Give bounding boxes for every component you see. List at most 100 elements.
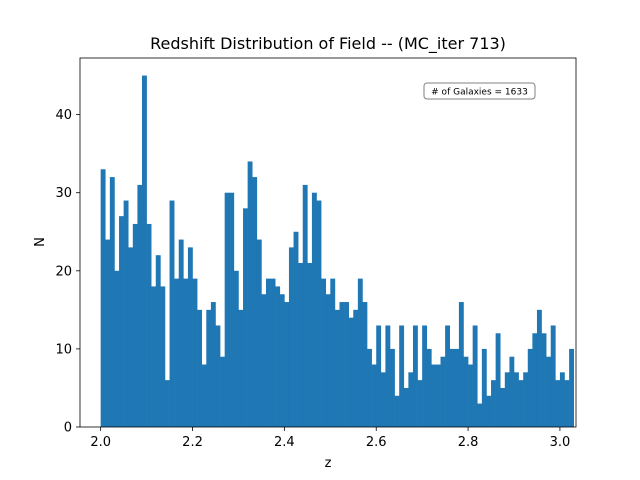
histogram-bar: [454, 348, 460, 427]
histogram-bar: [178, 239, 184, 427]
histogram-bar: [224, 192, 230, 427]
annotation-text: # of Galaxies = 1633: [431, 88, 528, 98]
histogram-bar: [536, 309, 542, 427]
histogram-bar: [463, 356, 469, 427]
x-tick-label: 2.2: [182, 435, 203, 450]
histogram-bar: [523, 372, 529, 427]
histogram-bar: [514, 372, 519, 427]
histogram-bar: [509, 356, 515, 427]
histogram-bar: [105, 239, 111, 427]
histogram-bar: [325, 294, 331, 427]
histogram-bar: [229, 192, 235, 427]
histogram-bar: [417, 380, 423, 427]
histogram-bar: [339, 302, 345, 427]
histogram-bar: [164, 380, 170, 427]
histogram-bar: [440, 356, 446, 427]
chart-title: Redshift Distribution of Field -- (MC_it…: [150, 34, 506, 54]
y-tick-label: 0: [64, 421, 72, 436]
histogram-bar: [472, 325, 478, 427]
histogram-bar: [500, 387, 506, 427]
histogram-bar: [491, 380, 496, 427]
histogram-bar: [403, 387, 409, 427]
histogram-bar: [142, 75, 147, 428]
histogram-bar: [266, 278, 271, 427]
histogram-bar: [445, 325, 451, 427]
histogram-bar: [555, 380, 561, 427]
histogram-bar: [344, 302, 349, 427]
histogram-bar: [550, 325, 556, 427]
histogram-bar: [233, 270, 239, 427]
histogram-bar: [376, 325, 382, 427]
y-axis-ticks: 0 10 20 30 40: [55, 108, 80, 436]
histogram-bar: [468, 364, 473, 427]
histogram-bar: [527, 348, 533, 427]
histogram-bar: [192, 278, 198, 427]
histogram-bar: [316, 200, 322, 427]
y-tick-label: 20: [55, 264, 72, 279]
histogram-bar: [128, 247, 134, 427]
histogram-bar: [256, 239, 262, 427]
y-axis-label: N: [33, 237, 48, 247]
x-tick-label: 2.6: [366, 435, 387, 450]
histogram-bar: [449, 348, 455, 427]
histogram-bar: [100, 169, 106, 428]
histogram-bar: [367, 348, 372, 427]
histogram-bar: [183, 278, 189, 427]
histogram-bar: [330, 278, 336, 427]
histogram-bar: [385, 325, 391, 427]
bars-group: [100, 75, 575, 428]
histogram-bar: [390, 348, 395, 427]
histogram-bar: [334, 309, 340, 427]
histogram-bar: [559, 372, 565, 427]
histogram-bar: [481, 348, 487, 427]
histogram-bar: [284, 302, 290, 427]
histogram-bar: [261, 294, 267, 427]
histogram-bar: [279, 294, 285, 427]
histogram-bar: [109, 177, 115, 427]
histogram-bar: [270, 278, 276, 427]
histogram-bar: [353, 309, 359, 427]
histogram-bar: [426, 348, 432, 427]
y-tick-label: 40: [55, 108, 72, 123]
histogram-bar: [458, 302, 464, 427]
histogram-bar: [220, 356, 225, 427]
histogram-bar: [275, 286, 281, 427]
x-tick-label: 2.4: [274, 435, 295, 450]
histogram-bar: [302, 184, 308, 427]
histogram-bar: [311, 192, 317, 427]
histogram-bar: [114, 270, 120, 427]
x-tick-label: 2.8: [458, 435, 479, 450]
histogram-bar: [169, 200, 175, 427]
histogram-bar: [155, 255, 161, 427]
histogram-bar: [160, 286, 166, 427]
x-tick-label: 3.0: [550, 435, 571, 450]
y-tick-label: 30: [55, 186, 72, 201]
histogram-bar: [247, 161, 253, 427]
histogram-bar: [210, 302, 216, 427]
histogram-bar: [206, 309, 212, 427]
x-axis-ticks: 2.0 2.2 2.4 2.6 2.8 3.0: [90, 427, 570, 450]
histogram-bar: [243, 208, 248, 427]
histogram-bar: [146, 223, 152, 427]
histogram-bar: [362, 302, 368, 427]
histogram-bar: [380, 372, 386, 427]
histogram-bar: [321, 278, 327, 427]
histogram-bar: [298, 263, 304, 427]
histogram-bar: [564, 380, 570, 427]
plot-frame: [79, 57, 577, 428]
histogram-bar: [412, 325, 418, 427]
histogram-bar: [435, 364, 441, 427]
histogram-bar: [569, 348, 575, 427]
histogram-bar: [408, 372, 414, 427]
galaxy-count-annotation: # of Galaxies = 1633: [423, 82, 536, 100]
histogram-bar: [132, 223, 138, 427]
histogram-bar: [394, 395, 400, 427]
histogram-bar: [252, 177, 258, 427]
y-tick-label: 10: [55, 342, 72, 357]
histogram-bar: [546, 356, 552, 427]
histogram-bar: [357, 278, 363, 427]
histogram-bar: [348, 317, 354, 427]
histogram-bar: [119, 216, 124, 427]
histogram-bar: [422, 325, 428, 427]
